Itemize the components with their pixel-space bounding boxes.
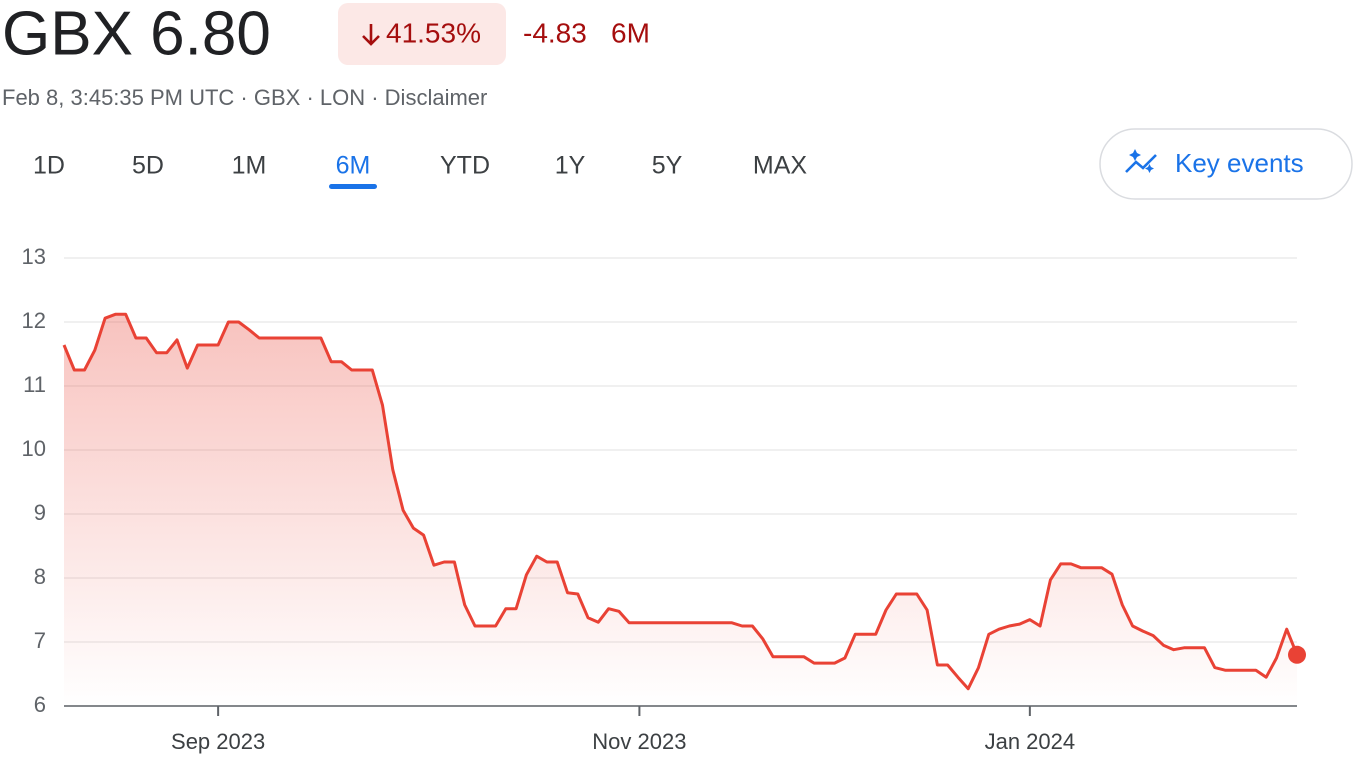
tab[interactable]: 1D — [33, 152, 65, 180]
area — [64, 314, 1297, 706]
period: 6M — [611, 17, 650, 48]
x-tick-label: Jan 2024 — [985, 729, 1076, 754]
price: GBX 6.80 — [2, 0, 271, 68]
y-tick-label: 6 — [34, 692, 46, 717]
y-tick-label: 10 — [22, 436, 46, 461]
sparkle-icon — [1129, 149, 1154, 173]
change-percent: 41.53% — [386, 17, 481, 48]
price-line — [62, 312, 1299, 691]
y-tick-label: 7 — [34, 628, 46, 653]
y-tick-label: 11 — [23, 372, 46, 397]
x-tick-label: Nov 2023 — [592, 729, 686, 754]
key-events-icon — [1125, 154, 1157, 173]
tab[interactable]: YTD — [440, 152, 490, 180]
subtitle: Feb 8, 3:45:35 PM UTC · GBX · LON · Disc… — [2, 85, 487, 110]
tab[interactable]: 5D — [132, 152, 164, 180]
tabs: 1D 5D 1M 6M YTD 1Y 5Y MAX — [33, 152, 807, 189]
last-point — [1288, 645, 1306, 664]
tab[interactable]: 6M — [336, 152, 371, 180]
down-arrow — [362, 24, 380, 46]
tab[interactable]: 5Y — [652, 152, 683, 180]
key-events-label[interactable]: Key events — [1175, 148, 1304, 178]
y-tick-label: 13 — [22, 244, 46, 269]
tab[interactable]: 1M — [232, 152, 267, 180]
y-tick-label: 8 — [34, 564, 46, 589]
tab[interactable]: MAX — [753, 152, 808, 180]
y-tick-label: 9 — [34, 500, 46, 525]
tab-underline — [329, 184, 377, 189]
y-tick-label: 12 — [22, 308, 46, 333]
tab[interactable]: 1Y — [555, 152, 586, 180]
key-events-button[interactable] — [1099, 128, 1353, 200]
x-tick-label: Sep 2023 — [171, 729, 265, 754]
plot: 6 7 8 9 10 11 12 13 Sep 2023 Nov 2023 Jan 2024 — [22, 244, 1306, 754]
change-badge — [338, 3, 506, 65]
change: -4.83 — [523, 17, 587, 48]
